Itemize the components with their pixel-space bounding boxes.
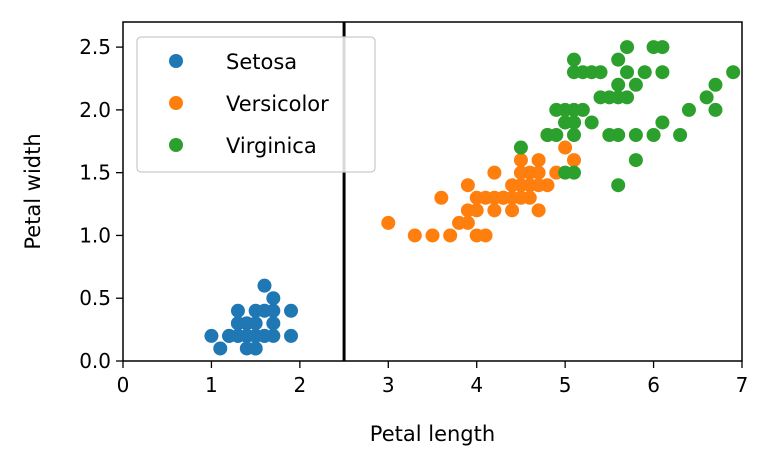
point-versicolor — [434, 190, 449, 205]
legend-marker-setosa — [169, 54, 183, 68]
point-virginica — [611, 178, 626, 193]
y-tick-label: 1.5 — [79, 161, 111, 185]
y-tick-label: 2.5 — [79, 35, 111, 59]
point-virginica — [708, 77, 723, 92]
point-virginica — [646, 128, 661, 142]
point-setosa — [230, 303, 245, 318]
series-virginica — [513, 40, 741, 193]
point-setosa — [248, 341, 263, 356]
point-versicolor — [513, 153, 528, 168]
y-tick-label: 1.0 — [79, 223, 111, 247]
point-virginica — [611, 77, 626, 92]
point-virginica — [611, 52, 626, 67]
point-virginica — [513, 140, 528, 155]
point-virginica — [637, 65, 652, 80]
y-axis-label: Petal width — [21, 133, 45, 249]
point-setosa — [204, 328, 219, 343]
point-versicolor — [531, 203, 546, 218]
point-versicolor — [487, 203, 502, 218]
point-versicolor — [531, 165, 546, 180]
y-tick-label: 0.5 — [79, 286, 111, 310]
series-versicolor — [381, 128, 581, 243]
data-points — [204, 40, 741, 356]
point-versicolor — [513, 178, 528, 193]
point-virginica — [566, 128, 581, 142]
point-virginica — [655, 40, 670, 55]
point-virginica — [681, 102, 696, 117]
x-axis-label: Petal length — [370, 422, 495, 446]
point-setosa — [230, 328, 245, 343]
point-setosa — [230, 316, 245, 331]
point-virginica — [584, 115, 599, 130]
point-virginica — [673, 128, 688, 142]
point-virginica — [620, 40, 635, 55]
y-tick-label: 2.0 — [79, 98, 111, 122]
point-versicolor — [478, 228, 493, 243]
point-versicolor — [522, 190, 537, 205]
point-setosa — [284, 303, 299, 318]
legend: Setosa Versicolor Virginica — [136, 36, 376, 173]
point-versicolor — [487, 165, 502, 180]
legend-label-virginica: Virginica — [226, 134, 317, 158]
x-tick-label: 2 — [293, 373, 306, 397]
legend-marker-versicolor — [169, 96, 183, 110]
point-virginica — [566, 52, 581, 67]
point-versicolor — [425, 228, 440, 243]
point-versicolor — [566, 153, 581, 168]
legend-marker-virginica — [169, 138, 183, 152]
point-versicolor — [540, 178, 555, 193]
point-versicolor — [505, 203, 520, 218]
x-tick-label: 7 — [736, 373, 749, 397]
point-versicolor — [460, 178, 475, 193]
y-tick-label: 0.0 — [79, 349, 111, 373]
point-virginica — [620, 65, 635, 80]
point-virginica — [699, 90, 714, 105]
legend-box — [136, 36, 376, 173]
point-virginica — [575, 102, 590, 117]
x-tick-label: 3 — [382, 373, 395, 397]
x-tick-label: 6 — [647, 373, 660, 397]
point-setosa — [284, 328, 299, 343]
point-virginica — [726, 65, 741, 80]
point-virginica — [628, 153, 643, 168]
point-versicolor — [443, 228, 458, 243]
point-setosa — [266, 316, 281, 331]
point-setosa — [213, 341, 228, 356]
point-virginica — [628, 128, 643, 142]
point-setosa — [266, 303, 281, 318]
point-virginica — [549, 128, 564, 142]
point-setosa — [257, 328, 272, 343]
point-versicolor — [531, 153, 546, 168]
legend-label-versicolor: Versicolor — [226, 92, 329, 116]
point-versicolor — [460, 215, 475, 230]
point-versicolor — [469, 203, 484, 218]
point-setosa — [266, 291, 281, 306]
point-virginica — [655, 115, 670, 130]
x-tick-label: 4 — [470, 373, 483, 397]
x-tick-label: 0 — [117, 373, 130, 397]
point-setosa — [257, 278, 272, 293]
point-virginica — [628, 77, 643, 92]
point-virginica — [620, 90, 635, 105]
point-virginica — [593, 65, 608, 80]
point-versicolor — [496, 190, 511, 205]
point-versicolor — [381, 215, 396, 230]
x-axis-ticks: 0 1 2 3 4 5 6 7 — [117, 361, 749, 397]
point-virginica — [611, 128, 626, 142]
point-versicolor — [558, 140, 573, 155]
point-virginica — [566, 165, 581, 180]
y-axis-ticks: 0.0 0.5 1.0 1.5 2.0 2.5 — [79, 35, 123, 373]
point-virginica — [655, 65, 670, 80]
point-virginica — [708, 102, 723, 117]
point-versicolor — [407, 228, 422, 243]
x-tick-label: 5 — [559, 373, 572, 397]
legend-label-setosa: Setosa — [226, 50, 297, 74]
x-tick-label: 1 — [205, 373, 218, 397]
series-setosa — [204, 278, 299, 356]
plot-frame — [122, 21, 743, 362]
point-virginica — [566, 115, 581, 130]
